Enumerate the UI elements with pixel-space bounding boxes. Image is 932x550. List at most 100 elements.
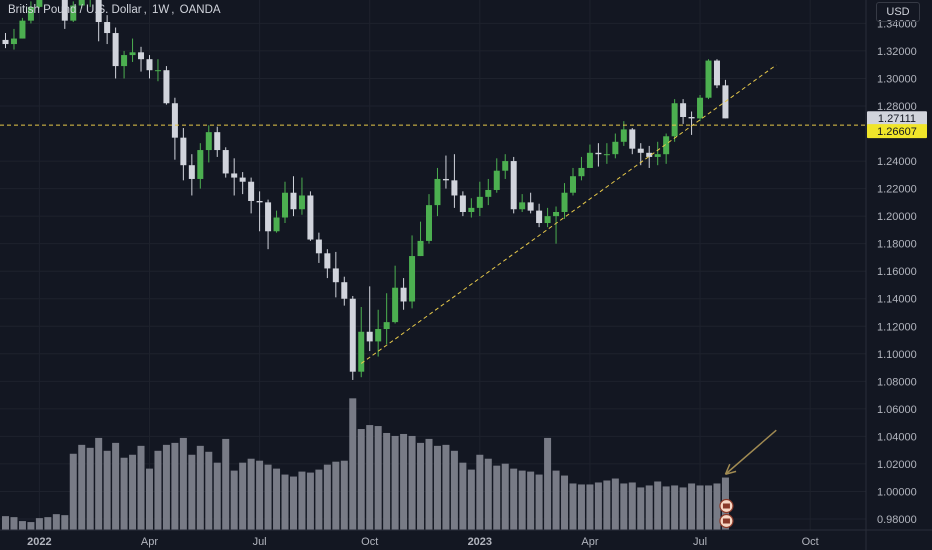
level-price-badge — [867, 124, 927, 139]
candle — [95, 0, 102, 42]
candle — [282, 181, 289, 224]
chart-legend-title: British Pound / U.S. Dollar, 1W, OANDA — [8, 4, 221, 16]
volume-bar — [162, 444, 170, 530]
candle — [680, 99, 687, 124]
volume-bar — [577, 484, 585, 530]
candle-body — [231, 173, 238, 178]
volume-bars — [2, 398, 729, 530]
time-tick-label: Apr — [581, 536, 598, 548]
interval-label[interactable]: 1W — [152, 4, 170, 16]
candle-body — [366, 331, 373, 342]
candle-body — [138, 52, 145, 60]
candle — [654, 141, 661, 166]
candle — [637, 143, 644, 166]
volume-bar — [544, 437, 552, 530]
candle-body — [434, 178, 441, 206]
volume-bar — [264, 464, 272, 530]
price-tick-label: 1.30000 — [877, 73, 917, 85]
candle — [180, 128, 187, 181]
volume-bar — [645, 485, 653, 530]
volume-bar — [561, 475, 569, 530]
time-axis[interactable]: 2022 Apr Jul Oct 2023 Apr Jul Oct — [27, 536, 819, 548]
candle — [578, 156, 585, 181]
candle-body — [510, 161, 517, 210]
trendline — [360, 64, 777, 364]
time-tick-label: Oct — [802, 536, 819, 548]
currency-button[interactable]: USD — [876, 2, 920, 22]
volume-bar — [205, 451, 213, 530]
arrow-head — [724, 463, 731, 475]
calendar-event-icon — [719, 498, 734, 514]
price-tick-label: 1.08000 — [877, 376, 917, 388]
candle — [154, 59, 161, 82]
price-tick-label: 1.14000 — [877, 294, 917, 306]
candle-body — [307, 195, 314, 240]
candle — [434, 167, 441, 217]
volume-bar — [332, 461, 340, 530]
candle-body — [129, 52, 136, 56]
candle-body — [239, 177, 246, 182]
candle-body — [409, 256, 416, 302]
candle — [612, 133, 619, 159]
volume-bar — [69, 453, 77, 530]
candle — [61, 0, 68, 29]
candle-body — [392, 287, 399, 323]
candle-body — [383, 322, 390, 330]
candle — [10, 28, 17, 50]
price-axis[interactable]: 1.340001.320001.300001.280001.240001.220… — [877, 18, 917, 526]
volume-bar — [256, 460, 264, 530]
volume-bar — [340, 460, 348, 530]
candle — [417, 221, 424, 257]
candle — [442, 155, 449, 189]
candle — [298, 177, 305, 215]
volume-bar — [433, 445, 441, 530]
candle — [27, 1, 34, 24]
volume-bar — [298, 471, 306, 530]
volume-bar — [2, 516, 9, 530]
candle — [502, 154, 509, 179]
candle — [519, 194, 526, 212]
price-tick-label: 1.24000 — [877, 156, 917, 168]
candle-body — [527, 202, 534, 211]
candle-body — [451, 180, 458, 196]
volume-bar — [586, 484, 594, 530]
candle — [307, 191, 314, 241]
volume-bar — [61, 515, 69, 530]
candle-body — [273, 217, 280, 232]
price-tick-label: 0.98000 — [877, 514, 917, 526]
price-tick-label: 1.00000 — [877, 486, 917, 498]
symbol-name[interactable]: British Pound / U.S. Dollar — [8, 4, 142, 16]
volume-bar — [696, 485, 704, 530]
candle-body — [646, 152, 653, 157]
volume-bar — [273, 468, 281, 530]
candle — [89, 0, 91, 7]
candle — [493, 158, 500, 193]
volume-bar — [442, 444, 450, 530]
volume-bar — [247, 458, 255, 530]
volume-bar — [44, 517, 52, 530]
volume-bar — [154, 450, 162, 530]
candle-body — [154, 70, 161, 72]
volume-bar — [594, 482, 602, 530]
candle-body — [358, 331, 365, 372]
candle — [104, 15, 111, 45]
candle — [409, 235, 416, 309]
arrow-head — [725, 470, 737, 475]
candle-body — [629, 129, 636, 149]
volume-bar — [374, 426, 382, 530]
drawing-overlay[interactable] — [0, 64, 866, 529]
volume-bar — [417, 442, 425, 530]
volume-bar — [450, 450, 458, 530]
volume-bar — [713, 483, 721, 530]
candle-body — [214, 132, 221, 151]
candle — [121, 50, 128, 79]
candle — [324, 249, 331, 279]
candle — [129, 38, 136, 62]
candle — [222, 147, 229, 178]
volume-bar — [230, 470, 238, 530]
volume-bar — [129, 454, 137, 530]
candle-body — [19, 20, 26, 39]
volume-bar — [95, 437, 103, 530]
candle — [341, 276, 348, 306]
